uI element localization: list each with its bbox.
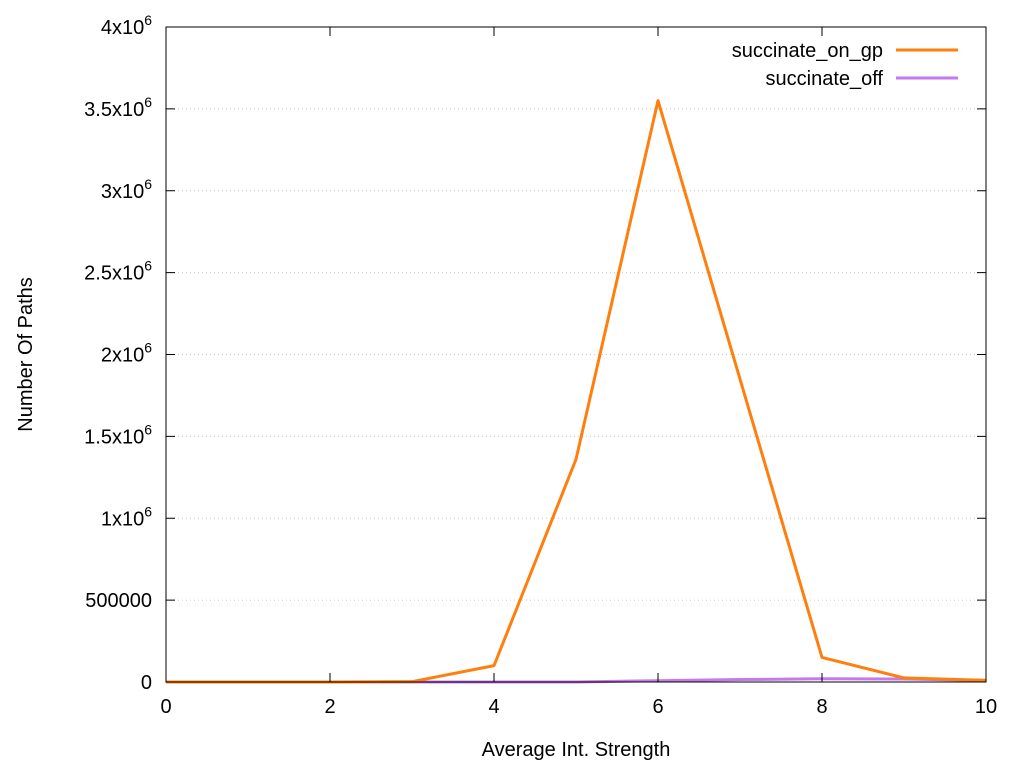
x-tick-label: 4 [488,696,499,718]
y-tick-label: 0 [141,672,152,694]
x-tick-label: 6 [652,696,663,718]
x-tick-label: 2 [324,696,335,718]
legend-label: succinate_on_gp [732,40,883,62]
legend: succinate_on_gp succinate_off [732,40,958,90]
x-tick-label: 8 [816,696,827,718]
x-tick-label: 10 [975,696,997,718]
y-tick-label: 1.5x106 [84,421,152,448]
legend-label: succinate_off [766,68,884,90]
x-axis-label: Average Int. Strength [482,739,671,761]
y-tick-label: 1x106 [101,503,152,530]
grid-lines [166,108,986,601]
y-tick-label: 500000 [85,590,152,612]
x-tick-label: 0 [160,696,171,718]
axis-ticks: 0 500000 1x106 1.5x106 2x106 2.5x106 3x106 3.5x… [84,12,997,718]
y-tick-label: 4x106 [101,12,152,39]
y-tick-label: 2.5x106 [84,258,152,285]
y-tick-label: 3x106 [101,176,152,203]
y-axis-label: Number Of Paths [15,277,37,432]
y-tick-label: 2x106 [101,340,152,367]
y-tick-label: 3.5x106 [84,94,152,121]
